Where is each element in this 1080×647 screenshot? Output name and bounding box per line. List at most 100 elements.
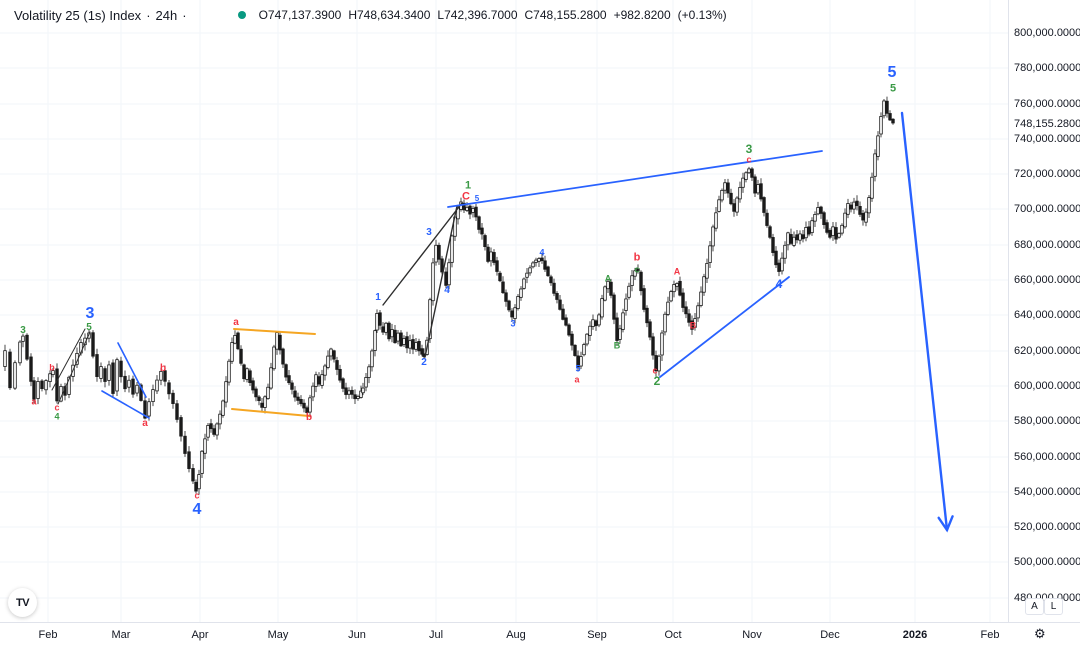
candlestick-series	[3, 96, 895, 495]
wave-label-c[interactable]: c	[54, 402, 60, 413]
wave-label-b[interactable]: b	[305, 412, 313, 423]
price-axis[interactable]: 800,000.0000 780,000.0000 760,000.0000 748,…	[1008, 0, 1080, 622]
wave-label-1[interactable]: 1	[464, 179, 472, 192]
trendline-drawing[interactable]	[101, 390, 150, 419]
price-tick-label: 600,000.0000	[1014, 380, 1080, 392]
wave-label-c[interactable]: c	[634, 264, 640, 275]
projection-arrow-head	[937, 515, 954, 533]
wave-label-A[interactable]: A	[673, 266, 681, 277]
projection-arrow[interactable]	[900, 111, 949, 532]
open-readout: O747,137.3900	[258, 8, 342, 22]
wave-label-5[interactable]: 5	[474, 194, 480, 203]
wave-label-a[interactable]: a	[574, 374, 580, 385]
trendline-drawing[interactable]	[382, 202, 463, 306]
price-tick-label: 740,000.0000	[1014, 133, 1080, 145]
wave-label-b[interactable]: b	[159, 363, 167, 374]
trendline-drawing[interactable]	[117, 342, 147, 398]
time-tick-label: Nov	[742, 629, 762, 641]
price-tick-label: 560,000.0000	[1014, 451, 1080, 463]
auto-scale-button[interactable]: A	[1025, 598, 1044, 615]
time-tick-label: Jun	[348, 629, 366, 641]
wave-label-c[interactable]: c	[652, 365, 658, 376]
chart-header: Volatility 25 (1s) Index · 24h · O747,13…	[14, 6, 734, 24]
title-separator: ·	[146, 7, 151, 23]
time-tick-label: Sep	[587, 629, 607, 641]
wave-label-3[interactable]: 3	[426, 227, 432, 238]
wave-label-3[interactable]: 3	[20, 325, 26, 336]
trendline-drawing[interactable]	[659, 276, 790, 378]
price-tick-label: 700,000.0000	[1014, 203, 1080, 215]
time-tick-label: Jul	[428, 629, 444, 641]
change-readout: +982.8200	[613, 8, 671, 22]
wave-label-5[interactable]: 5	[86, 322, 92, 333]
wave-label-1[interactable]: 1	[375, 292, 381, 303]
wave-label-a[interactable]: a	[142, 418, 148, 429]
log-scale-button[interactable]: L	[1044, 598, 1063, 615]
wave-label-B[interactable]: B	[613, 340, 621, 351]
time-tick-label: Feb	[980, 629, 1000, 641]
wave-label-4[interactable]: 4	[444, 285, 450, 296]
wave-label-c[interactable]: c	[746, 154, 752, 165]
low-readout: L742,396.7000	[437, 8, 518, 22]
wave-label-4[interactable]: 4	[775, 277, 783, 291]
wave-label-c[interactable]: c	[194, 490, 200, 501]
grid	[0, 0, 1008, 622]
time-tick-label: Aug	[506, 629, 526, 641]
price-tick-label: 660,000.0000	[1014, 274, 1080, 286]
close-readout: C748,155.2800	[524, 8, 607, 22]
trendline-drawing[interactable]	[51, 328, 86, 391]
wave-label-b[interactable]: b	[49, 362, 55, 373]
timeframe-label[interactable]: 24h	[155, 7, 178, 23]
price-tick-label: 640,000.0000	[1014, 309, 1080, 321]
wave-label-4[interactable]: 4	[54, 411, 60, 422]
trendline-drawing[interactable]	[57, 331, 91, 405]
price-tick-label: 620,000.0000	[1014, 345, 1080, 357]
trendline-drawing[interactable]	[424, 205, 458, 358]
wave-label-b[interactable]: b	[633, 251, 641, 264]
wave-label-a[interactable]: a	[31, 396, 37, 407]
wave-label-5[interactable]: 5	[887, 64, 897, 81]
price-tick-label: 720,000.0000	[1014, 168, 1080, 180]
wave-label-2[interactable]: 2	[421, 357, 427, 368]
time-tick-label: Apr	[191, 629, 209, 641]
wave-label-5[interactable]: 5	[575, 363, 581, 374]
wave-label-B[interactable]: B	[689, 320, 697, 331]
time-tick-label: Mar	[111, 629, 131, 641]
price-tick-label: 780,000.0000	[1014, 62, 1080, 74]
wave-label-A[interactable]: A	[604, 273, 612, 284]
symbol-title[interactable]: Volatility 25 (1s) Index	[14, 7, 142, 23]
time-axis[interactable]: Feb Mar Apr May Jun Jul Aug Sep Oct Nov Dec 2026 Feb	[0, 622, 1080, 647]
time-tick-label: Dec	[820, 629, 840, 641]
trendline-drawing[interactable]	[233, 328, 316, 335]
wave-label-2[interactable]: 2	[653, 374, 661, 388]
price-tick-label: 760,000.0000	[1014, 98, 1080, 110]
wave-label-5[interactable]: 5	[889, 82, 897, 95]
wave-label-4[interactable]: 4	[192, 501, 202, 518]
wave-label-4[interactable]: 4	[539, 247, 545, 258]
wave-label-3[interactable]: 3	[85, 305, 95, 322]
price-tick-label: 580,000.0000	[1014, 415, 1080, 427]
price-tick-label: 540,000.0000	[1014, 486, 1080, 498]
wave-label-a[interactable]: a	[233, 317, 239, 328]
wave-label-3[interactable]: 3	[510, 318, 516, 329]
title-separator-2: ·	[182, 7, 187, 23]
trendline-drawing[interactable]	[231, 408, 310, 417]
time-tick-label: 2026	[902, 629, 928, 641]
time-tick-label: Oct	[664, 629, 682, 641]
tradingview-logo[interactable]: TV	[8, 588, 37, 617]
price-tick-label: 520,000.0000	[1014, 521, 1080, 533]
price-tick-label: 800,000.0000	[1014, 27, 1080, 39]
change-pct-readout: (+0.13%)	[677, 8, 727, 22]
wave-label-3[interactable]: 3	[745, 142, 753, 156]
current-price-label: 748,155.2800	[1014, 118, 1080, 130]
wave-label-C[interactable]: C	[462, 190, 470, 203]
axis-settings-gear-icon[interactable]: ⚙	[1034, 626, 1046, 641]
market-status-dot	[237, 11, 246, 19]
high-readout: H748,634.3400	[348, 8, 431, 22]
ohlc-readout: O747,137.3900 H748,634.3400 L742,396.700…	[259, 8, 734, 22]
price-tick-label: 680,000.0000	[1014, 239, 1080, 251]
trendline-drawing[interactable]	[447, 150, 823, 208]
